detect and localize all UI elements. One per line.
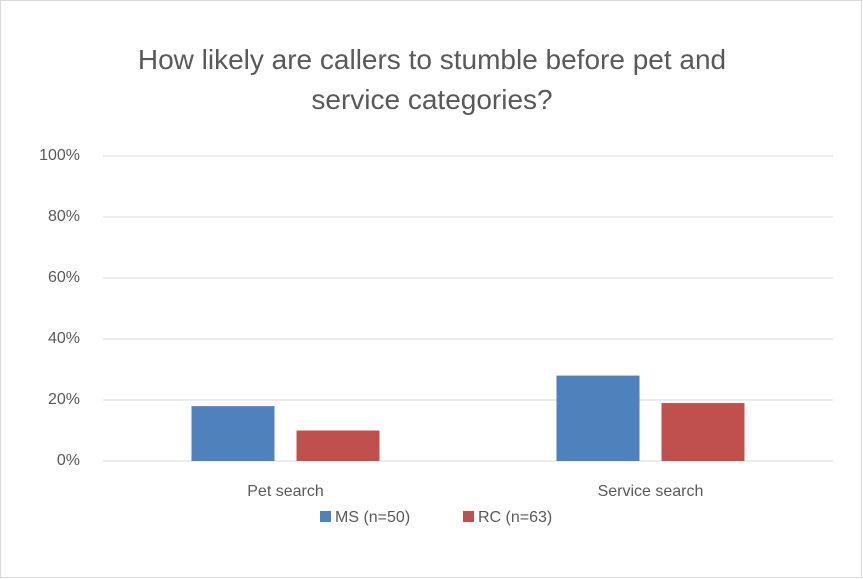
legend-swatch: [463, 511, 474, 522]
x-tick-label: Service search: [598, 483, 704, 500]
y-tick-label: 40%: [48, 330, 80, 347]
legend-swatch: [320, 511, 331, 522]
y-tick-label: 20%: [48, 391, 80, 408]
y-tick-label: 0%: [57, 452, 80, 469]
bar: [556, 375, 640, 461]
legend-label: MS (n=50): [335, 509, 410, 526]
legend-label: RC (n=63): [478, 509, 552, 526]
y-tick-label: 100%: [39, 147, 80, 164]
x-tick-label: Pet search: [247, 483, 323, 500]
chart-title: How likely are callers to stumble before…: [137, 44, 727, 115]
bar: [191, 406, 275, 461]
bar: [296, 430, 380, 461]
y-tick-label: 60%: [48, 269, 80, 286]
y-tick-label: 80%: [48, 208, 80, 225]
bar: [661, 403, 745, 461]
